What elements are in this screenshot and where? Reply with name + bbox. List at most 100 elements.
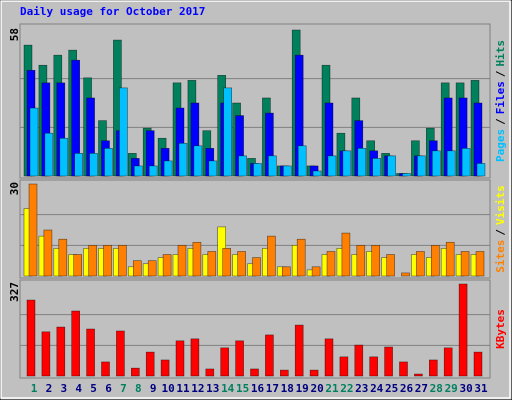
x-tick-label: 14 [221,382,235,395]
x-tick-label: 4 [75,382,82,395]
bar [238,155,247,177]
x-tick-label: 17 [266,382,279,395]
bar [369,356,379,377]
bar [119,87,128,177]
legend-separator: / [494,70,507,77]
bar [86,328,95,377]
bar [297,145,307,177]
bar [253,163,262,177]
bar [417,155,426,177]
bar [133,260,142,277]
bar [147,260,157,277]
bar [59,137,69,177]
bar [281,266,291,277]
legend-entry: Visits [494,185,507,225]
bar [294,324,304,377]
bar [430,245,440,277]
bar [402,173,411,177]
x-tick-label: 5 [90,382,97,395]
bar [222,248,231,277]
bar [71,310,80,377]
x-tick-label: 6 [105,382,112,395]
x-tick-label: 7 [120,382,127,395]
bar [162,254,172,277]
x-tick-label: 8 [135,382,142,395]
bar [384,346,393,377]
bar [476,163,486,177]
legend-separator: / [494,118,507,125]
bar [250,368,259,377]
chart-title: Daily usage for October 2017 [20,5,205,18]
bar [372,158,382,177]
x-tick-label: 28 [430,382,443,395]
bar [265,334,274,377]
bar [326,251,336,277]
x-tick-label: 30 [459,382,472,395]
bar [208,160,218,177]
bar [282,165,292,177]
bar [461,148,471,177]
bar [268,155,277,177]
bar [399,361,408,377]
bar [446,150,456,177]
bar [177,245,187,277]
bar [205,368,215,377]
bar [296,238,306,277]
legend-separator: / [494,229,507,236]
bar [88,245,97,277]
bar [458,283,468,377]
bar [311,266,321,277]
x-tick-label: 24 [370,382,384,395]
bar [148,165,158,177]
x-tick-label: 31 [474,382,488,395]
bar [386,254,395,277]
bar [160,359,170,377]
x-tick-label: 26 [400,382,414,395]
bar [428,359,438,377]
bar [445,241,455,277]
bar [103,245,112,277]
x-tick-label: 20 [310,382,323,395]
x-tick-label: 22 [340,382,353,395]
bar [101,361,110,377]
y-tick-label: 58 [8,28,21,41]
bar [235,340,244,377]
bar [192,241,202,277]
bar [178,142,188,177]
legend: Sites / Visits [494,185,507,273]
bar [41,331,51,377]
x-tick-label: 19 [296,382,309,395]
bar [460,251,470,277]
bar [414,373,423,377]
y-tick-label: 30 [8,182,21,195]
x-tick-label: 23 [355,382,368,395]
x-tick-label: 3 [60,382,67,395]
x-tick-label: 21 [325,382,339,395]
bar [341,232,351,277]
legend-entry: Hits [494,40,507,67]
bar [43,229,53,277]
bar [387,155,396,177]
x-tick-label: 9 [150,382,157,395]
bar [175,340,185,377]
x-tick-label: 27 [415,382,428,395]
bar [220,347,229,377]
bar [131,367,140,377]
legend-entry: Files [494,81,507,114]
x-tick-label: 12 [191,382,204,395]
bar [416,251,425,277]
panel [19,279,491,379]
bar [29,107,39,177]
x-tick-label: 1 [31,382,38,395]
bar [56,326,66,377]
x-tick-label: 15 [236,382,249,395]
bar [73,254,82,277]
bar [342,150,352,177]
bar [116,330,125,377]
bar [327,155,337,177]
bar [339,356,349,377]
bar [401,272,410,277]
x-tick-label: 13 [206,382,219,395]
